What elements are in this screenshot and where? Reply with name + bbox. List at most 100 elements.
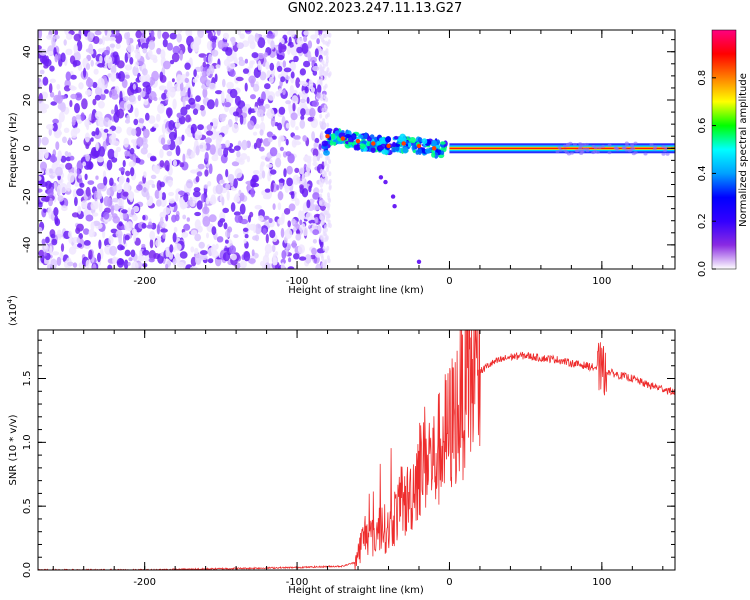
noise-blob: [178, 115, 186, 125]
noise-blob: [225, 169, 229, 178]
noise-blob: [172, 258, 177, 266]
track-blob: [421, 138, 428, 145]
noise-blob: [156, 113, 161, 122]
noise-blob: [109, 43, 116, 48]
noise-blob: [90, 221, 95, 231]
noise-blob: [158, 190, 163, 201]
noise-blob: [167, 179, 173, 187]
track-blob: [555, 150, 560, 154]
noise-blob: [230, 253, 237, 261]
noise-blob: [172, 45, 181, 55]
noise-blob: [234, 168, 243, 179]
noise-blob: [76, 237, 81, 244]
noise-blob: [195, 95, 201, 102]
noise-blob: [312, 239, 317, 244]
noise-blob: [276, 184, 280, 191]
noise-blob: [126, 36, 130, 46]
noise-blob: [313, 142, 319, 148]
noise-blob: [199, 75, 208, 84]
noise-blob: [290, 71, 295, 79]
noise-blob: [164, 160, 170, 171]
noise-blob: [299, 167, 305, 175]
noise-blob: [91, 212, 99, 217]
noise-blob: [314, 217, 319, 224]
noise-blob: [109, 177, 114, 186]
noise-blob: [70, 74, 77, 80]
noise-blob: [264, 103, 270, 109]
noise-blob: [126, 221, 134, 232]
noise-blob: [314, 48, 319, 58]
noise-blob: [229, 69, 236, 77]
noise-blob: [131, 139, 136, 144]
noise-blob: [262, 194, 271, 200]
noise-blob: [291, 218, 296, 225]
noise-blob: [285, 122, 290, 129]
noise-blob: [258, 146, 265, 152]
noise-blob: [254, 223, 262, 235]
noise-blob: [327, 195, 331, 201]
track-blob: [624, 148, 629, 152]
noise-blob: [299, 119, 306, 129]
track-blob: [584, 142, 589, 146]
track-blob: [378, 145, 385, 150]
noise-blob: [110, 72, 117, 82]
noise-blob: [231, 123, 239, 134]
noise-blob: [140, 147, 148, 155]
noise-blob: [49, 65, 55, 72]
x-tick-label: -100: [286, 577, 309, 588]
noise-blob: [190, 246, 195, 253]
noise-blob: [206, 40, 214, 51]
noise-blob: [261, 170, 266, 179]
noise-blob: [211, 118, 219, 127]
noise-blob: [252, 83, 260, 92]
noise-blob: [305, 212, 313, 221]
y-tick-label: 40: [22, 45, 33, 58]
noise-blob: [259, 172, 263, 180]
noise-blob: [147, 179, 155, 186]
noise-blob: [108, 134, 116, 145]
noise-blob: [259, 129, 264, 136]
track-point: [401, 141, 406, 146]
noise-blob: [324, 33, 328, 39]
track-blob: [417, 148, 422, 155]
noise-blob: [278, 178, 285, 183]
noise-blob: [136, 136, 144, 147]
x-tick-label: 100: [592, 276, 611, 287]
y-tick-label: 1.5: [22, 371, 33, 387]
noise-blob: [322, 228, 326, 233]
noise-blob: [156, 47, 162, 55]
noise-blob: [104, 55, 112, 64]
noise-blob: [254, 106, 258, 112]
noise-blob: [162, 31, 170, 40]
noise-blob: [322, 30, 326, 33]
noise-blob: [79, 182, 85, 188]
noise-blob: [277, 191, 284, 201]
noise-blob: [138, 118, 145, 124]
noise-blob: [322, 246, 326, 252]
track-blob: [402, 146, 409, 154]
noise-blob: [319, 33, 322, 39]
noise-blob: [157, 103, 165, 114]
noise-blob: [128, 94, 136, 103]
noise-blob: [87, 31, 94, 42]
noise-blob: [182, 96, 186, 108]
noise-blob: [208, 214, 217, 223]
noise-blob: [319, 214, 323, 220]
noise-blob: [39, 48, 47, 56]
noise-blob: [123, 259, 129, 269]
noise-blob: [148, 115, 156, 124]
track-blob: [614, 146, 619, 150]
noise-blob: [295, 229, 301, 235]
noise-blob: [166, 108, 172, 119]
noise-blob: [308, 219, 316, 224]
noise-blob: [312, 155, 318, 164]
track-blob: [359, 143, 366, 150]
noise-blob: [83, 209, 89, 217]
noise-blob: [311, 100, 319, 107]
noise-blob: [217, 40, 225, 50]
noise-blob: [115, 229, 123, 239]
noise-blob: [262, 34, 268, 40]
noise-blob: [91, 112, 95, 124]
noise-blob: [247, 120, 255, 130]
noise-blob: [163, 207, 171, 215]
